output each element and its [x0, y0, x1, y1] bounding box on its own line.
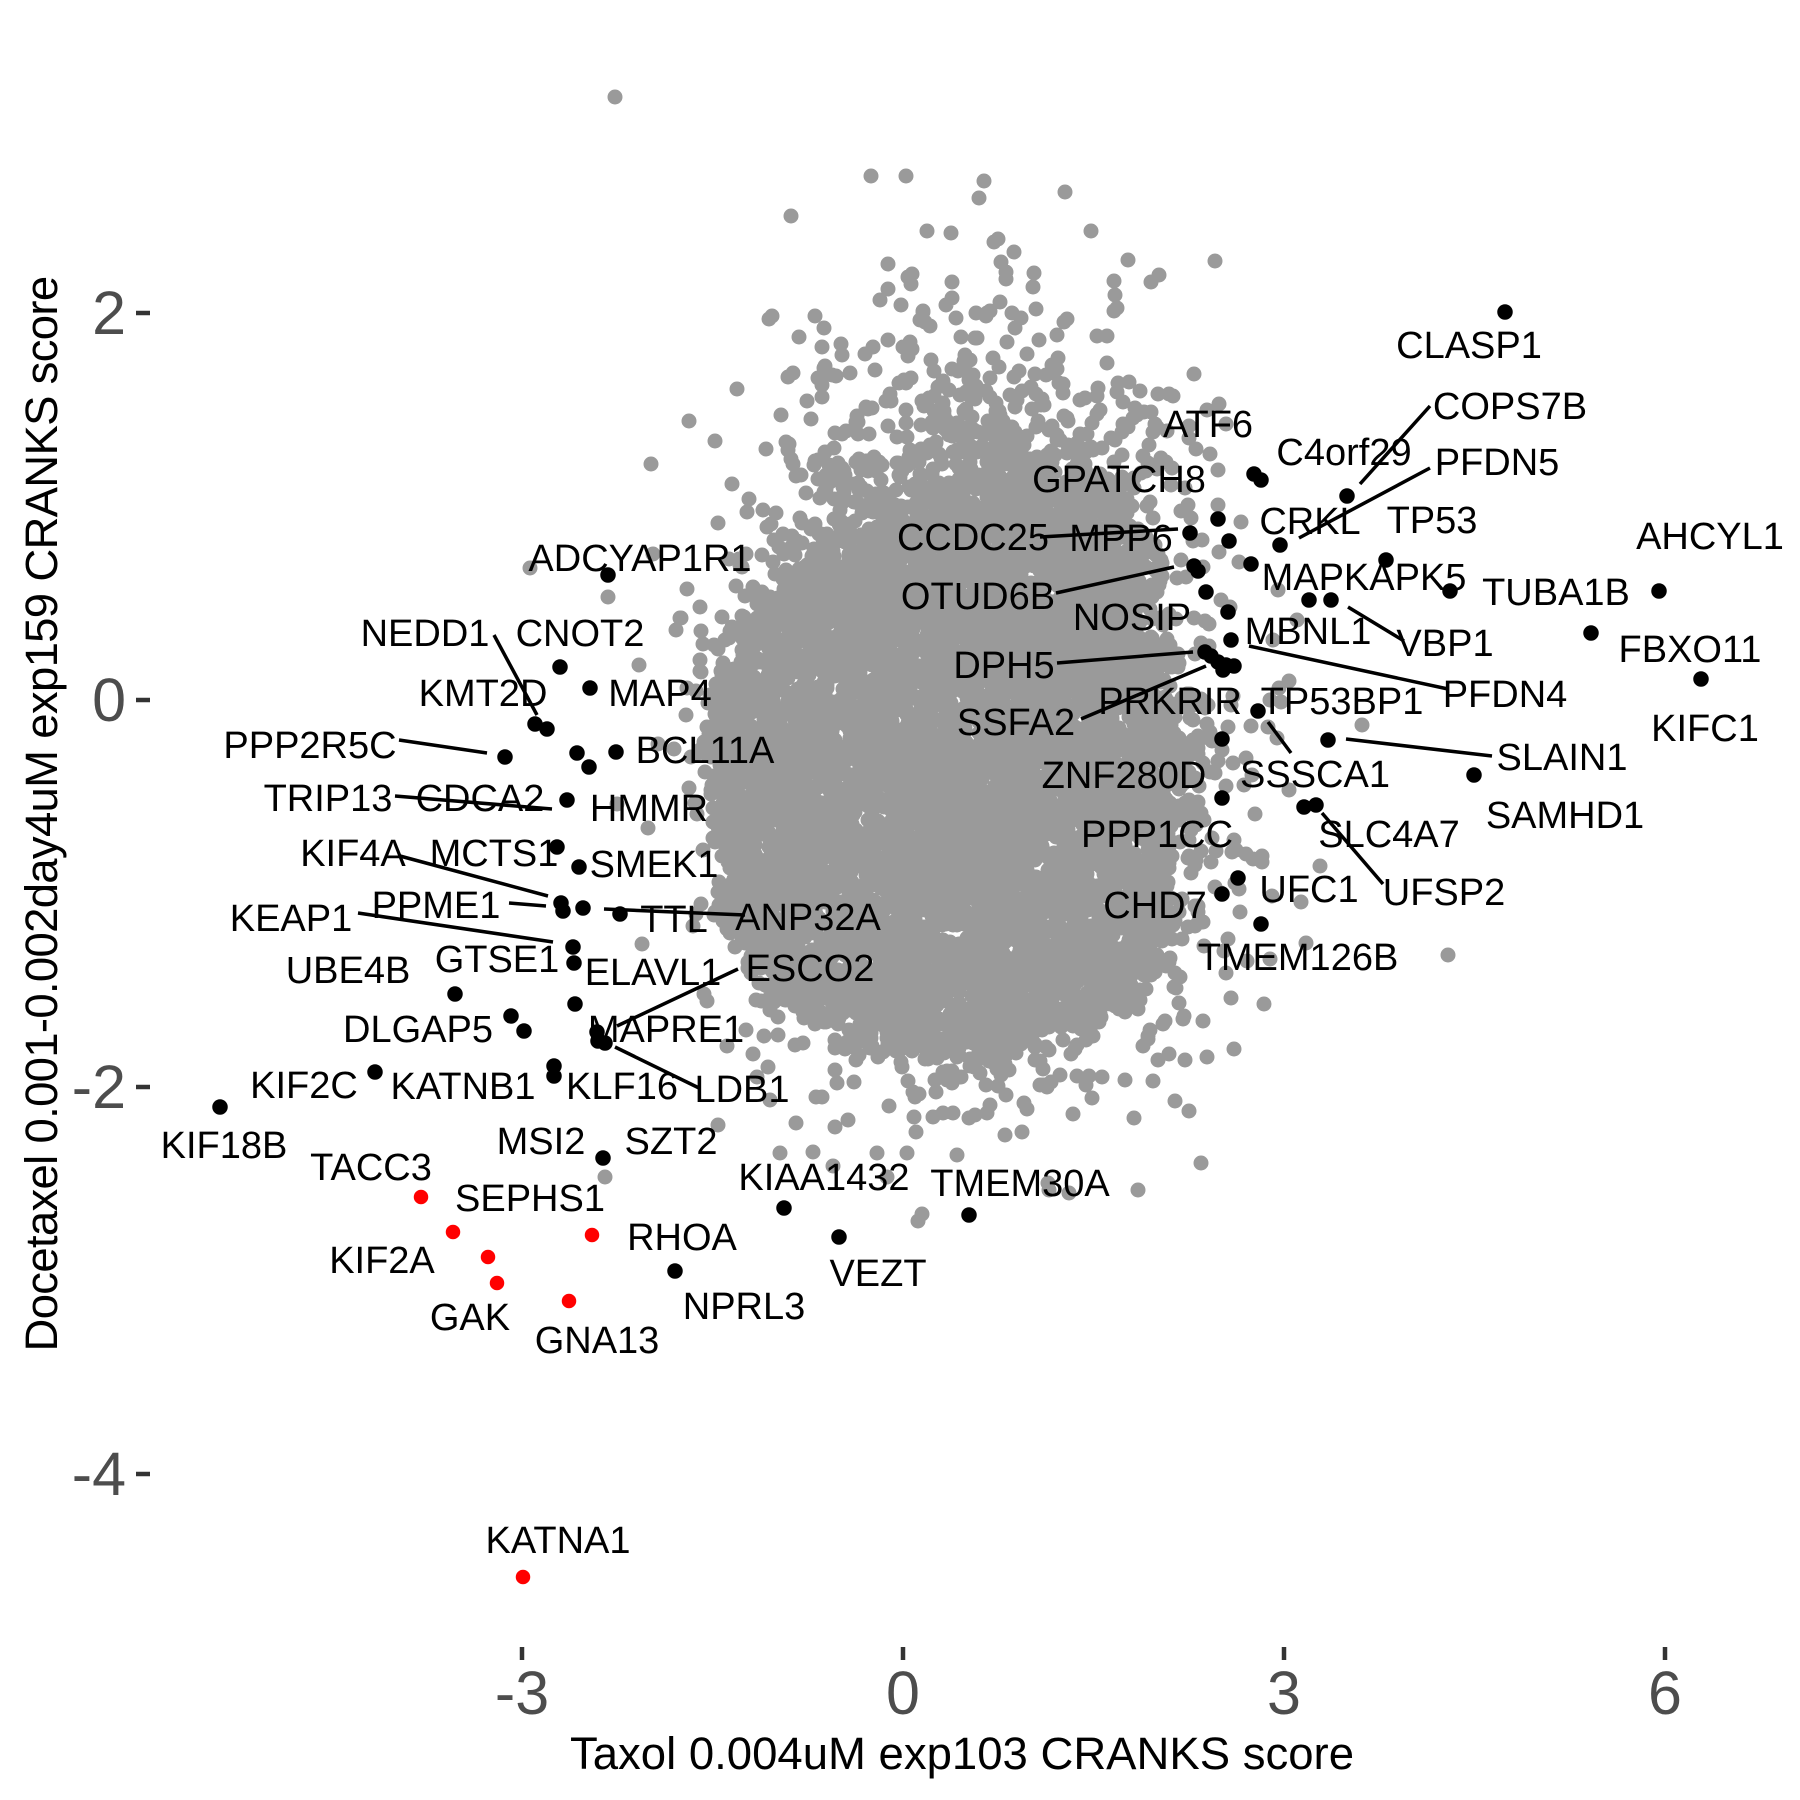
svg-text:NOSIP: NOSIP — [1073, 597, 1191, 639]
svg-text:GAK: GAK — [430, 1297, 510, 1339]
svg-text:SSSCA1: SSSCA1 — [1240, 754, 1390, 796]
svg-text:SZT2: SZT2 — [625, 1121, 718, 1163]
svg-text:-4: -4 — [72, 1440, 126, 1508]
svg-text:COPS7B: COPS7B — [1433, 386, 1587, 428]
svg-text:0: 0 — [92, 666, 126, 734]
svg-text:FBXO11: FBXO11 — [1619, 629, 1762, 671]
svg-text:MAP4: MAP4 — [608, 673, 711, 715]
svg-text:PPME1: PPME1 — [372, 885, 501, 927]
svg-text:PFDN4: PFDN4 — [1443, 674, 1568, 716]
svg-text:KMT2D: KMT2D — [419, 673, 548, 715]
svg-text:KLF16: KLF16 — [566, 1066, 678, 1108]
svg-text:TP53: TP53 — [1387, 500, 1478, 542]
svg-text:TMEM30A: TMEM30A — [930, 1163, 1110, 1205]
svg-text:6: 6 — [1648, 1659, 1682, 1727]
svg-text:KIAA1432: KIAA1432 — [738, 1157, 909, 1199]
svg-text:GPATCH8: GPATCH8 — [1032, 459, 1206, 501]
svg-text:ESCO2: ESCO2 — [746, 948, 875, 990]
svg-text:KEAP1: KEAP1 — [230, 898, 353, 940]
svg-text:LDB1: LDB1 — [694, 1069, 789, 1111]
svg-text:MSI2: MSI2 — [497, 1121, 586, 1163]
svg-text:TTL: TTL — [640, 899, 708, 941]
svg-text:CNOT2: CNOT2 — [516, 613, 645, 655]
svg-text:UFSP2: UFSP2 — [1383, 872, 1505, 914]
svg-text:PPP2R5C: PPP2R5C — [223, 725, 396, 767]
svg-text:MAPKAPK5: MAPKAPK5 — [1262, 557, 1467, 599]
svg-text:ZNF280D: ZNF280D — [1042, 755, 1207, 797]
svg-text:TACC3: TACC3 — [310, 1147, 432, 1189]
svg-text:VBP1: VBP1 — [1396, 623, 1493, 665]
svg-text:KIF4A: KIF4A — [300, 833, 406, 875]
svg-text:0: 0 — [886, 1659, 920, 1727]
svg-text:VEZT: VEZT — [829, 1253, 926, 1295]
svg-text:MAPRE1: MAPRE1 — [588, 1009, 744, 1051]
svg-text:AHCYL1: AHCYL1 — [1636, 516, 1784, 558]
svg-text:SLAIN1: SLAIN1 — [1497, 737, 1628, 779]
svg-text:RHOA: RHOA — [627, 1217, 737, 1259]
svg-text:ADCYAP1R1: ADCYAP1R1 — [528, 538, 751, 580]
svg-text:HMMR: HMMR — [590, 788, 708, 830]
svg-text:SAMHD1: SAMHD1 — [1486, 795, 1644, 837]
svg-text:KIF18B: KIF18B — [161, 1125, 288, 1167]
svg-text:TUBA1B: TUBA1B — [1482, 572, 1630, 614]
svg-text:SSFA2: SSFA2 — [957, 702, 1075, 744]
svg-text:GTSE1: GTSE1 — [435, 939, 560, 981]
svg-text:-3: -3 — [495, 1659, 549, 1727]
svg-text:KIFC1: KIFC1 — [1651, 708, 1759, 750]
svg-text:KIF2A: KIF2A — [329, 1240, 435, 1282]
svg-text:Taxol 0.004uM exp103 CRANKS sc: Taxol 0.004uM exp103 CRANKS score — [570, 1728, 1354, 1779]
svg-text:KATNA1: KATNA1 — [485, 1520, 630, 1562]
svg-text:MBNL1: MBNL1 — [1245, 611, 1372, 653]
svg-text:ATF6: ATF6 — [1163, 404, 1253, 446]
svg-text:PFDN5: PFDN5 — [1435, 442, 1560, 484]
svg-text:PPP1CC: PPP1CC — [1081, 814, 1233, 856]
svg-text:MPP6: MPP6 — [1069, 518, 1172, 560]
svg-text:CCDC25: CCDC25 — [897, 517, 1049, 559]
svg-text:SMEK1: SMEK1 — [590, 844, 719, 886]
svg-text:3: 3 — [1267, 1659, 1301, 1727]
svg-text:Docetaxel 0.001-0.002day4uM ex: Docetaxel 0.001-0.002day4uM exp159 CRANK… — [16, 277, 67, 1352]
svg-text:-2: -2 — [72, 1053, 126, 1121]
svg-text:UFC1: UFC1 — [1259, 869, 1358, 911]
svg-text:C4orf29: C4orf29 — [1276, 432, 1411, 474]
svg-text:UBE4B: UBE4B — [286, 950, 411, 992]
svg-text:CHD7: CHD7 — [1103, 885, 1206, 927]
svg-text:KIF2C: KIF2C — [250, 1065, 358, 1107]
svg-text:NEDD1: NEDD1 — [361, 613, 490, 655]
svg-text:DPH5: DPH5 — [953, 645, 1054, 687]
svg-text:SEPHS1: SEPHS1 — [455, 1178, 605, 1220]
svg-text:TRIP13: TRIP13 — [264, 778, 393, 820]
svg-text:TP53BP1: TP53BP1 — [1261, 681, 1424, 723]
svg-text:TMEM126B: TMEM126B — [1198, 937, 1399, 979]
svg-text:CLASP1: CLASP1 — [1396, 325, 1542, 367]
svg-text:DLGAP5: DLGAP5 — [343, 1009, 493, 1051]
svg-text:ANP32A: ANP32A — [735, 897, 881, 939]
svg-text:OTUD6B: OTUD6B — [901, 576, 1055, 618]
svg-text:KATNB1: KATNB1 — [390, 1066, 535, 1108]
svg-text:NPRL3: NPRL3 — [683, 1286, 806, 1328]
svg-text:BCL11A: BCL11A — [636, 730, 775, 772]
svg-text:GNA13: GNA13 — [535, 1320, 660, 1362]
svg-text:CRKL: CRKL — [1259, 501, 1360, 543]
svg-text:2: 2 — [92, 279, 126, 347]
